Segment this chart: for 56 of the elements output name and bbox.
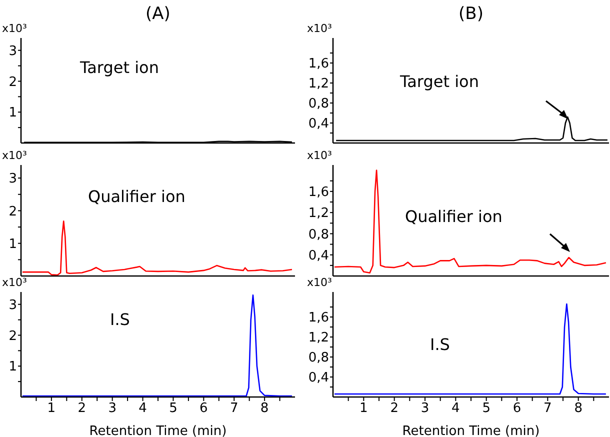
x-tick-label: 6	[512, 401, 522, 416]
y-axis-title: x10³	[307, 22, 332, 35]
x-tick-label: 4	[452, 401, 460, 416]
y-tick-label: 0,4	[308, 248, 329, 264]
y-tick-label: 1	[8, 236, 17, 252]
annotation: I.S	[430, 335, 450, 354]
annotation: I.S	[110, 310, 130, 329]
x-tick-label: 3	[108, 401, 116, 416]
chart-title: (A)	[146, 4, 170, 24]
x-tick-label: 2	[78, 401, 86, 416]
x-tick-label: 1	[360, 401, 368, 416]
y-tick-label: 0,4	[308, 370, 329, 386]
x-tick-label: 7	[544, 401, 552, 416]
y-tick-label: 2	[8, 328, 17, 344]
y-axis-title: x10³	[2, 22, 27, 35]
annotation: Target ion	[80, 58, 159, 77]
x-tick-label: 4	[138, 401, 147, 416]
x-tick-label: 8	[574, 401, 582, 416]
annotation: Qualifier ion	[88, 187, 186, 206]
annotation: Qualifier ion	[405, 207, 502, 226]
x-tick-label: 3	[420, 401, 430, 416]
y-tick-label: 0,8	[308, 227, 329, 242]
y-tick-label: 0,8	[308, 96, 329, 112]
x-tick-label: 5	[169, 401, 178, 416]
annotation: Target ion	[400, 72, 479, 91]
x-tick-label: 1	[47, 401, 56, 416]
line-series	[334, 303, 607, 395]
y-tick-label: 1,2	[308, 206, 329, 222]
y-tick-label: 2	[8, 204, 17, 220]
y-axis-title: x10³	[2, 149, 27, 162]
y-tick-label: 1,6	[308, 310, 329, 326]
y-tick-label: 1	[8, 360, 17, 375]
x-tick-label: 5	[482, 401, 490, 416]
x-tick-label: 7	[230, 401, 238, 416]
line-series	[22, 294, 293, 397]
y-tick-label: 2	[8, 74, 17, 90]
y-tick-label: 0,4	[308, 116, 329, 132]
line-series	[334, 170, 607, 274]
y-tick-label: 3	[8, 172, 17, 187]
y-tick-label: 1,6	[308, 185, 329, 200]
x-axis-title: Retention Time (min)	[89, 424, 227, 437]
x-tick-label: 2	[390, 401, 398, 416]
y-tick-label: 1,2	[308, 76, 329, 92]
chart-title: (B)	[458, 4, 484, 24]
y-axis-title: x10³	[307, 149, 332, 162]
y-tick-label: 1,2	[308, 330, 329, 346]
x-tick-label: 6	[200, 401, 208, 416]
y-tick-label: 1	[8, 106, 17, 121]
y-tick-label: 3	[8, 298, 17, 313]
y-tick-label: 0,8	[308, 350, 329, 366]
y-tick-label: 3	[8, 44, 17, 59]
x-axis-title: Retention Time (min)	[402, 424, 540, 437]
y-axis-title: x10³	[2, 276, 27, 289]
y-tick-label: 1,6	[308, 56, 329, 72]
x-tick-label: 8	[260, 401, 269, 416]
y-axis-title: x10³	[307, 276, 332, 289]
